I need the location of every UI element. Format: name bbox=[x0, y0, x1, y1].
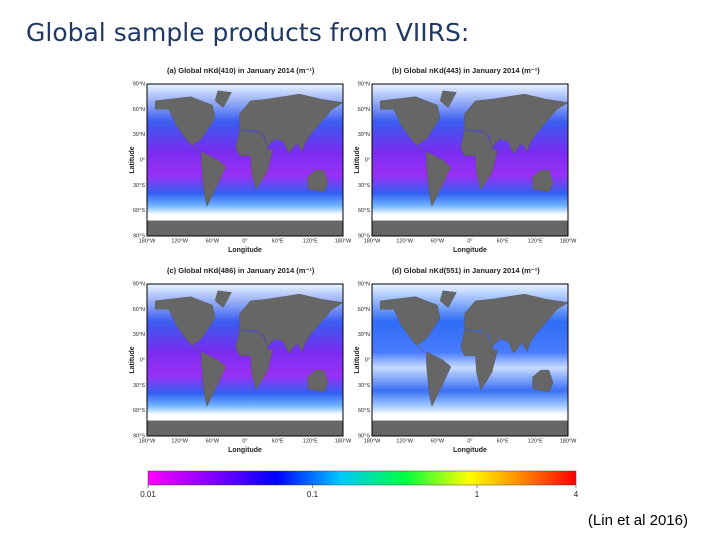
map-panel: (c) Global nKd(486) in January 2014 (m⁻¹… bbox=[129, 266, 352, 454]
lon-tick-label: 120°W bbox=[171, 438, 188, 444]
lat-tick-label: 30°N bbox=[358, 132, 370, 138]
lat-tick-label: 30°N bbox=[133, 332, 145, 338]
lon-tick-label: 60°E bbox=[272, 238, 284, 244]
lat-tick-label: 30°S bbox=[358, 383, 370, 389]
y-axis-label: Latitude bbox=[129, 146, 136, 173]
lat-tick-label: 30°N bbox=[358, 332, 370, 338]
lon-tick-label: 180°W bbox=[560, 438, 577, 444]
lat-tick-label: 0° bbox=[365, 357, 370, 363]
citation: (Lin et al 2016) bbox=[587, 512, 688, 529]
lat-tick-label: 60°N bbox=[358, 307, 370, 313]
lon-tick-label: 0° bbox=[467, 238, 472, 244]
lon-tick-label: 180°W bbox=[335, 238, 352, 244]
map-panel: (b) Global nKd(443) in January 2014 (m⁻¹… bbox=[354, 66, 577, 254]
lon-tick-label: 60°W bbox=[206, 238, 220, 244]
y-axis-label: Latitude bbox=[354, 146, 361, 173]
map-frame bbox=[371, 283, 569, 437]
lon-tick-label: 180°W bbox=[364, 238, 381, 244]
lat-tick-label: 0° bbox=[140, 357, 145, 363]
lon-tick-label: 120°E bbox=[528, 438, 543, 444]
panel-title: (d) Global nKd(551) in January 2014 (m⁻¹… bbox=[392, 266, 540, 275]
lat-tick-label: 90°S bbox=[358, 233, 370, 239]
lat-tick-label: 30°S bbox=[133, 183, 145, 189]
lon-tick-label: 120°E bbox=[528, 238, 543, 244]
lon-tick-label: 180°W bbox=[139, 438, 156, 444]
lat-tick-label: 60°S bbox=[133, 408, 145, 414]
lon-tick-label: 120°W bbox=[396, 438, 413, 444]
lon-tick-label: 180°W bbox=[364, 438, 381, 444]
lon-tick-label: 120°E bbox=[303, 238, 318, 244]
map-frame bbox=[146, 83, 344, 237]
lat-tick-label: 60°N bbox=[133, 307, 145, 313]
lat-tick-label: 60°S bbox=[133, 208, 145, 214]
map-panel: (d) Global nKd(551) in January 2014 (m⁻¹… bbox=[354, 266, 577, 454]
map-panel: (a) Global nKd(410) in January 2014 (m⁻¹… bbox=[129, 66, 352, 254]
lon-tick-label: 0° bbox=[242, 238, 247, 244]
panel-title: (a) Global nKd(410) in January 2014 (m⁻¹… bbox=[167, 66, 315, 75]
lat-tick-label: 0° bbox=[140, 157, 145, 163]
lat-tick-label: 60°S bbox=[358, 208, 370, 214]
lat-tick-label: 30°S bbox=[358, 183, 370, 189]
lat-tick-label: 90°N bbox=[133, 281, 145, 287]
x-axis-label: Longitude bbox=[228, 447, 262, 454]
lat-tick-label: 60°N bbox=[358, 107, 370, 113]
y-axis-label: Latitude bbox=[354, 346, 361, 373]
lat-tick-label: 90°S bbox=[133, 433, 145, 439]
lat-tick-label: 90°S bbox=[133, 233, 145, 239]
lon-tick-label: 60°W bbox=[206, 438, 220, 444]
lon-tick-label: 180°W bbox=[139, 238, 156, 244]
lon-tick-label: 60°W bbox=[431, 438, 445, 444]
lon-tick-label: 60°E bbox=[497, 238, 509, 244]
lat-tick-label: 90°N bbox=[358, 81, 370, 87]
lat-tick-label: 90°S bbox=[358, 433, 370, 439]
lat-tick-label: 90°N bbox=[133, 81, 145, 87]
lat-tick-label: 90°N bbox=[358, 281, 370, 287]
colorbar-tick-label: 0.01 bbox=[140, 490, 156, 499]
lat-tick-label: 60°N bbox=[133, 107, 145, 113]
colorbar-tick-label: 4 bbox=[574, 490, 579, 499]
y-axis-label: Latitude bbox=[129, 346, 136, 373]
lat-tick-label: 30°S bbox=[133, 383, 145, 389]
lon-tick-label: 120°W bbox=[171, 238, 188, 244]
map-frame bbox=[371, 83, 569, 237]
x-axis-label: Longitude bbox=[453, 247, 487, 254]
lon-tick-label: 60°E bbox=[497, 438, 509, 444]
colorbar bbox=[147, 470, 577, 486]
colorbar-tick-label: 1 bbox=[475, 490, 480, 499]
lat-tick-label: 0° bbox=[365, 157, 370, 163]
lat-tick-label: 60°S bbox=[358, 408, 370, 414]
colorbar-tick-label: 0.1 bbox=[307, 490, 319, 499]
x-axis-label: Longitude bbox=[228, 247, 262, 254]
lon-tick-label: 120°W bbox=[396, 238, 413, 244]
panel-title: (b) Global nKd(443) in January 2014 (m⁻¹… bbox=[392, 66, 540, 75]
lon-tick-label: 0° bbox=[467, 438, 472, 444]
lon-tick-label: 0° bbox=[242, 438, 247, 444]
map-frame bbox=[146, 283, 344, 437]
lon-tick-label: 180°W bbox=[560, 238, 577, 244]
lon-tick-label: 120°E bbox=[303, 438, 318, 444]
x-axis-label: Longitude bbox=[453, 447, 487, 454]
lon-tick-label: 180°W bbox=[335, 438, 352, 444]
panel-title: (c) Global nKd(486) in January 2014 (m⁻¹… bbox=[167, 266, 315, 275]
lon-tick-label: 60°E bbox=[272, 438, 284, 444]
lat-tick-label: 30°N bbox=[133, 132, 145, 138]
slide-title: Global sample products from VIIRS: bbox=[26, 18, 470, 47]
lon-tick-label: 60°W bbox=[431, 238, 445, 244]
